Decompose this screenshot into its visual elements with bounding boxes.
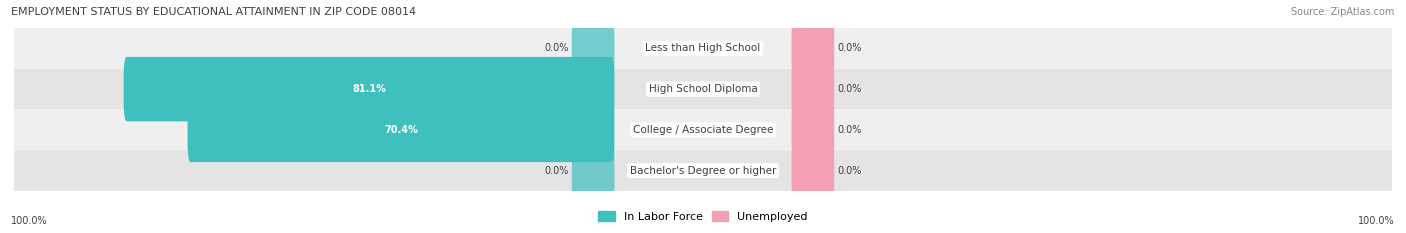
Legend: In Labor Force, Unemployed: In Labor Force, Unemployed <box>593 207 813 226</box>
Text: EMPLOYMENT STATUS BY EDUCATIONAL ATTAINMENT IN ZIP CODE 08014: EMPLOYMENT STATUS BY EDUCATIONAL ATTAINM… <box>11 7 416 17</box>
FancyBboxPatch shape <box>187 98 614 162</box>
FancyBboxPatch shape <box>792 57 834 121</box>
Text: 0.0%: 0.0% <box>838 166 862 176</box>
Text: Source: ZipAtlas.com: Source: ZipAtlas.com <box>1291 7 1395 17</box>
Text: 0.0%: 0.0% <box>838 125 862 135</box>
FancyBboxPatch shape <box>572 138 614 203</box>
Text: Bachelor's Degree or higher: Bachelor's Degree or higher <box>630 166 776 176</box>
Text: 81.1%: 81.1% <box>352 84 387 94</box>
Text: 70.4%: 70.4% <box>384 125 418 135</box>
FancyBboxPatch shape <box>792 138 834 203</box>
Text: Less than High School: Less than High School <box>645 43 761 53</box>
Text: 100.0%: 100.0% <box>1358 216 1395 226</box>
Text: 0.0%: 0.0% <box>544 43 568 53</box>
FancyBboxPatch shape <box>14 110 1392 150</box>
FancyBboxPatch shape <box>572 16 614 81</box>
Text: 100.0%: 100.0% <box>11 216 48 226</box>
Text: 0.0%: 0.0% <box>838 43 862 53</box>
Text: High School Diploma: High School Diploma <box>648 84 758 94</box>
Text: 0.0%: 0.0% <box>838 84 862 94</box>
Text: College / Associate Degree: College / Associate Degree <box>633 125 773 135</box>
FancyBboxPatch shape <box>792 98 834 162</box>
FancyBboxPatch shape <box>14 69 1392 110</box>
FancyBboxPatch shape <box>792 16 834 81</box>
Text: 0.0%: 0.0% <box>544 166 568 176</box>
FancyBboxPatch shape <box>14 150 1392 191</box>
FancyBboxPatch shape <box>14 28 1392 69</box>
FancyBboxPatch shape <box>124 57 614 121</box>
